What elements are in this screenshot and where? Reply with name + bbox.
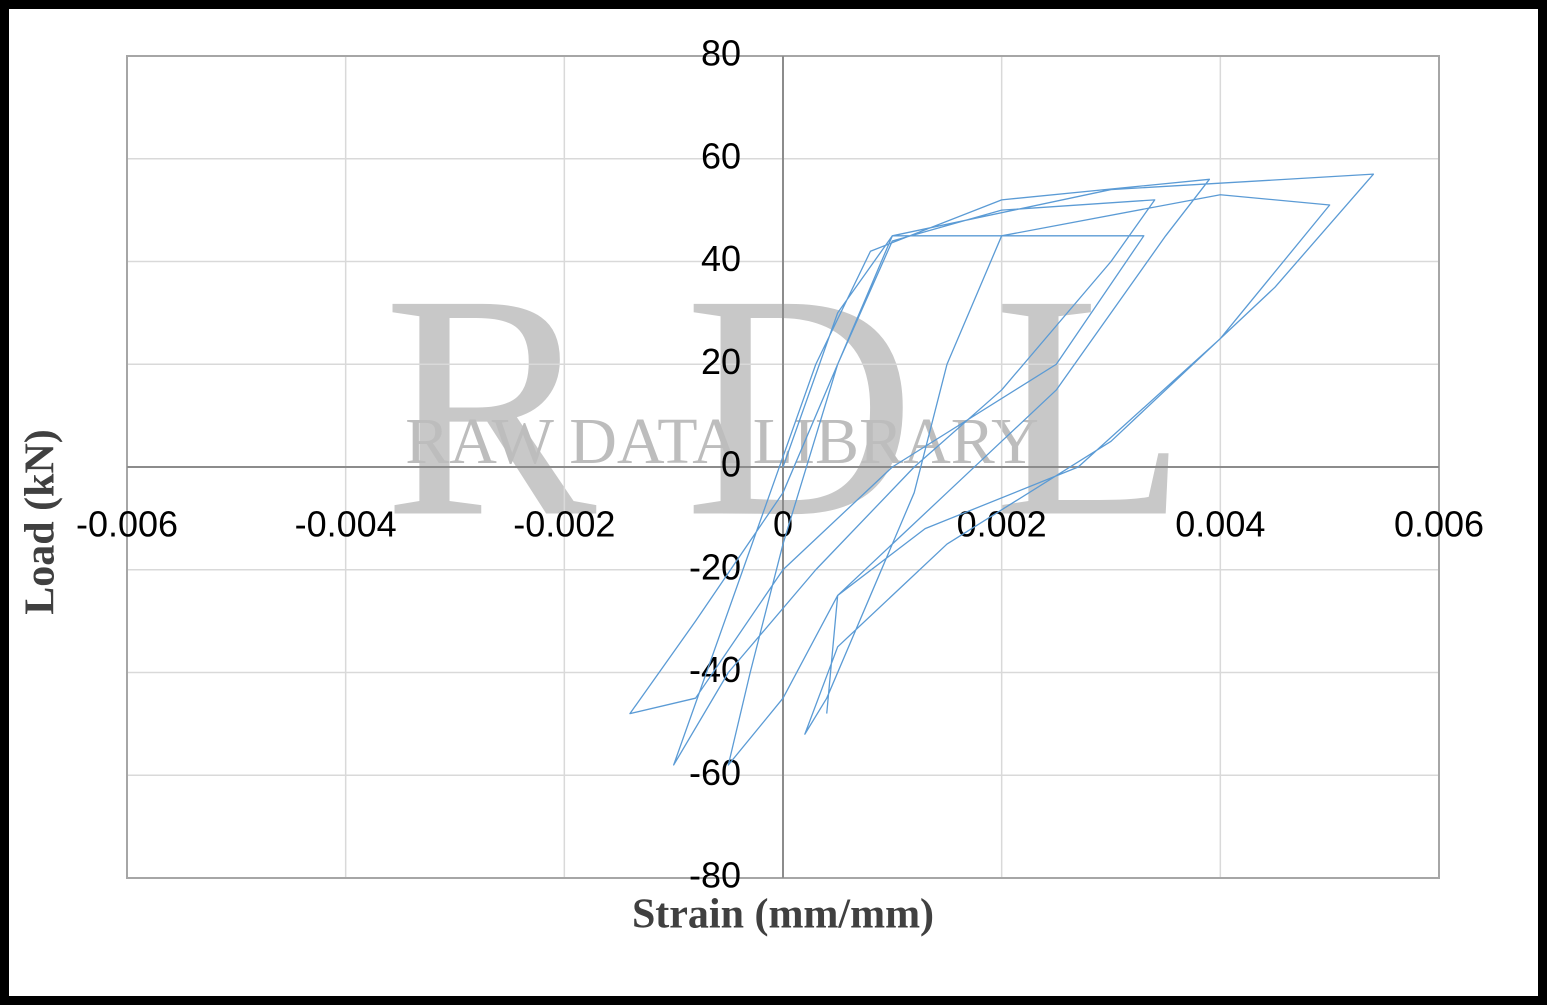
x-axis-title: Strain (mm/mm) <box>632 892 934 938</box>
x-tick-label: -0.004 <box>295 504 397 545</box>
watermark-letter: R <box>383 229 598 583</box>
data-line <box>629 173 1375 766</box>
x-tick-label: 0.006 <box>1394 504 1484 545</box>
y-axis-title: Load (kN) <box>18 429 64 615</box>
y-tick-label: -80 <box>689 855 741 896</box>
y-tick-label: 80 <box>701 33 741 74</box>
y-tick-label: -60 <box>689 752 741 793</box>
x-tick-label: 0.004 <box>1175 504 1265 545</box>
watermark-letter: D <box>684 229 915 583</box>
x-tick-label: -0.006 <box>76 504 178 545</box>
y-tick-label: 60 <box>701 135 741 176</box>
y-tick-label: 0 <box>721 444 741 485</box>
y-tick-label: 40 <box>701 238 741 279</box>
x-tick-label: 0 <box>773 504 793 545</box>
watermark-letter: L <box>992 229 1187 583</box>
y-tick-label: 20 <box>701 341 741 382</box>
x-tick-label: -0.002 <box>513 504 615 545</box>
